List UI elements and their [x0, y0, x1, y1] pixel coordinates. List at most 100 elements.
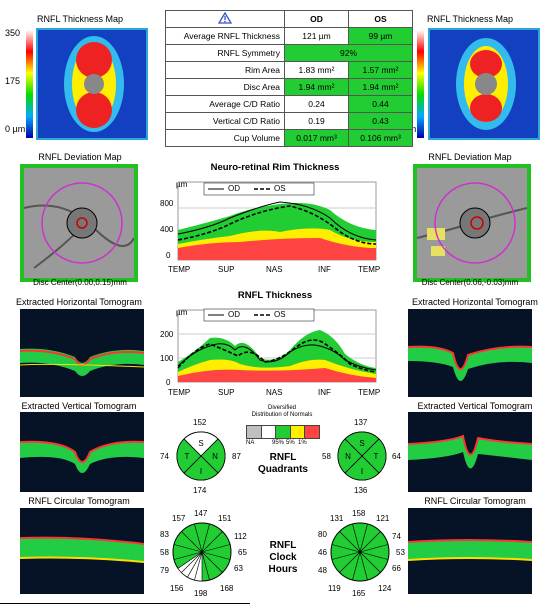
row-label: Rim Area	[165, 61, 285, 79]
quadrants-label-2: Quadrants	[257, 464, 308, 475]
legend-label-95: 95%	[272, 440, 285, 446]
legend-label-na: NA	[246, 440, 255, 446]
right-v-tomogram	[408, 412, 532, 492]
left-scale-mid: 175	[5, 76, 21, 86]
left-thickness-map	[36, 28, 148, 140]
quadrants-label-1: RNFL	[269, 452, 297, 463]
row-label: Average RNFL Thickness	[165, 27, 285, 45]
row-os-value: 0.43	[348, 112, 413, 130]
os-clock-3: 53	[396, 548, 405, 557]
left-thickness-map-title: RNFL Thickness Map	[36, 14, 124, 24]
rim-chart-title: Neuro-retinal Rim Thickness	[210, 162, 340, 173]
rim-legend-od: OD	[228, 184, 240, 193]
row-od-value: 0.24	[284, 95, 349, 113]
os-quad-bottom-value: 136	[354, 486, 368, 495]
os-clock-6: 165	[352, 589, 366, 598]
od-clock-1: 151	[218, 514, 232, 523]
row-os-value: 1.57 mm²	[348, 61, 413, 79]
rim-ytick: 0	[166, 251, 171, 260]
legend-swatch-red	[305, 426, 319, 438]
rim-xtick: INF	[318, 265, 331, 274]
row-label: Vertical C/D Ratio	[165, 112, 285, 130]
rim-chart-unit: µm	[176, 180, 188, 189]
clock-label-2: Clock	[269, 552, 297, 563]
rnfl-xtick: SUP	[218, 388, 235, 397]
left-deviation-title: RNFL Deviation Map	[38, 152, 122, 162]
right-circ-tomo-title: RNFL Circular Tomogram	[424, 496, 526, 506]
od-quad-n: N	[212, 452, 218, 461]
os-clock-2: 74	[392, 532, 401, 541]
rnfl-ytick: 200	[160, 330, 174, 339]
od-clock-9: 58	[160, 548, 169, 557]
clock-label-3: Hours	[268, 564, 298, 575]
right-color-scale	[417, 30, 424, 138]
parameters-table: OD OS Average RNFL Thickness 121 µm 99 µ…	[165, 10, 413, 147]
rim-legend-os: OS	[274, 184, 286, 193]
rnfl-xtick: NAS	[266, 388, 283, 397]
rnfl-xtick: TEMP	[358, 388, 381, 397]
os-quad-right-value: 64	[392, 452, 401, 461]
od-clock-3: 65	[238, 548, 247, 557]
row-os-value: 0.106 mm³	[348, 129, 413, 147]
right-h-tomo-title: Extracted Horizontal Tomogram	[412, 297, 538, 307]
rnfl-legend-od: OD	[228, 310, 240, 319]
os-quad-n: N	[345, 452, 351, 461]
row-label: Cup Volume	[165, 129, 285, 147]
left-deviation-map	[20, 164, 138, 282]
rnfl-ytick: 0	[166, 378, 171, 387]
legend-swatch-1	[290, 426, 306, 438]
legend-label-5: 5%	[286, 440, 295, 446]
row-os-value: 1.94 mm²	[348, 78, 413, 96]
os-clock-1: 121	[376, 514, 390, 523]
od-quad-s: S	[198, 439, 203, 448]
right-circular-tomogram	[408, 508, 532, 594]
rnfl-xtick: INF	[318, 388, 331, 397]
rim-chart	[177, 181, 377, 261]
left-h-tomo-title: Extracted Horizontal Tomogram	[16, 297, 142, 307]
left-h-tomogram	[20, 309, 144, 397]
legend-swatch-na	[247, 426, 262, 438]
rnfl-chart-unit: µm	[176, 308, 188, 317]
col-od-header: OD	[284, 10, 349, 28]
os-quad-s: S	[359, 439, 364, 448]
rnfl-chart-title: RNFL Thickness	[237, 290, 313, 301]
clock-label-1: RNFL	[269, 540, 297, 551]
right-deviation-title: RNFL Deviation Map	[428, 152, 512, 162]
os-quad-left-value: 58	[322, 452, 331, 461]
os-clock-12: 158	[352, 509, 366, 518]
right-deviation-map	[413, 164, 531, 282]
od-quad-bottom-value: 174	[193, 486, 207, 495]
os-quadrant-chart: S N T I	[337, 431, 387, 481]
od-clock-2: 112	[234, 532, 247, 541]
row-od-value: 121 µm	[284, 27, 349, 45]
rim-ytick: 800	[160, 199, 174, 208]
od-quad-t: T	[185, 452, 190, 461]
right-v-tomo-title: Extracted Vertical Tomogram	[417, 401, 533, 411]
os-clock-7: 119	[328, 584, 341, 593]
row-label: RNFL Symmetry	[165, 44, 285, 62]
row-od-value: 0.017 mm³	[284, 129, 349, 147]
rnfl-ytick: 100	[160, 354, 174, 363]
clock-label: RNFL Clock Hours	[248, 540, 318, 576]
os-clock-11: 131	[330, 514, 344, 523]
os-clock-9: 46	[318, 548, 327, 557]
od-clock-5: 168	[220, 584, 234, 593]
rnfl-legend-os: OS	[274, 310, 286, 319]
row-label: Disc Area	[165, 78, 285, 96]
os-clock-5: 124	[378, 584, 392, 593]
rim-xtick: TEMP	[358, 265, 381, 274]
left-circ-tomo-title: RNFL Circular Tomogram	[28, 496, 130, 506]
rim-xtick: SUP	[218, 265, 235, 274]
row-os-value: 99 µm	[348, 27, 413, 45]
od-clock-4: 63	[234, 564, 243, 573]
left-color-scale	[26, 30, 33, 138]
left-scale-bottom: 0 µm	[5, 124, 26, 134]
od-clock-6: 198	[194, 589, 208, 598]
od-quad-left-value: 74	[160, 452, 169, 461]
row-od-value: 1.83 mm²	[284, 61, 349, 79]
os-quad-t: T	[374, 452, 379, 461]
rnfl-xtick: TEMP	[168, 388, 191, 397]
right-thickness-map	[428, 28, 540, 140]
left-v-tomogram	[20, 412, 144, 492]
legend-title-1: Diversified	[267, 405, 296, 411]
